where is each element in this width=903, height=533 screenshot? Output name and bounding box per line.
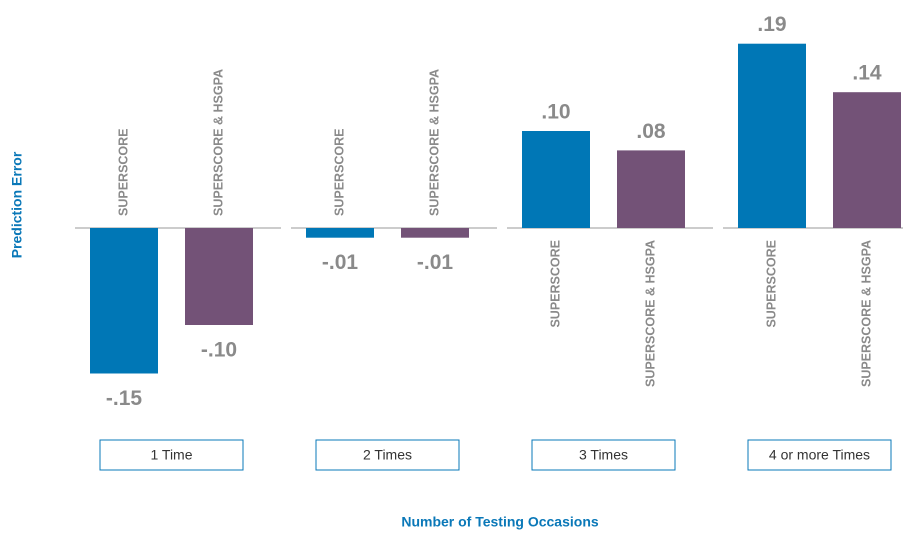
bar: [738, 43, 806, 229]
series-label: SUPERSCORE & HSGPA: [643, 240, 657, 387]
bar: [522, 131, 590, 228]
x-tick-label: 4 or more Times: [769, 447, 870, 463]
value-label: -.01: [322, 251, 359, 274]
category-box: [315, 439, 460, 471]
value-label: -.01: [417, 251, 454, 274]
bar: [401, 228, 469, 238]
value-label: -.15: [106, 387, 143, 410]
x-tick-label: 1 Time: [150, 447, 192, 463]
series-label: SUPERSCORE & HSGPA: [211, 69, 225, 216]
value-label: .10: [541, 101, 570, 124]
series-label: SUPERSCORE & HSGPA: [427, 69, 441, 216]
category-box: [531, 439, 676, 471]
value-label: .08: [636, 120, 666, 143]
bar: [617, 150, 685, 228]
value-label: -.10: [201, 339, 237, 362]
x-tick-label: 2 Times: [363, 447, 412, 463]
y-axis-label: Prediction Error: [9, 151, 25, 258]
bar: [833, 92, 901, 228]
series-label: SUPERSCORE: [548, 240, 562, 328]
bar: [306, 228, 374, 238]
value-label: .19: [757, 13, 786, 36]
bar: [185, 228, 253, 325]
category-box: [747, 439, 892, 471]
series-label: SUPERSCORE: [764, 240, 778, 328]
value-label: .14: [852, 62, 882, 85]
x-axis-label: Number of Testing Occasions: [401, 514, 599, 530]
series-label: SUPERSCORE & HSGPA: [859, 240, 873, 387]
bar: [90, 228, 158, 374]
series-label: SUPERSCORE: [116, 128, 130, 216]
series-label: SUPERSCORE: [332, 128, 346, 216]
x-tick-label: 3 Times: [579, 447, 628, 463]
category-box: [99, 439, 244, 471]
